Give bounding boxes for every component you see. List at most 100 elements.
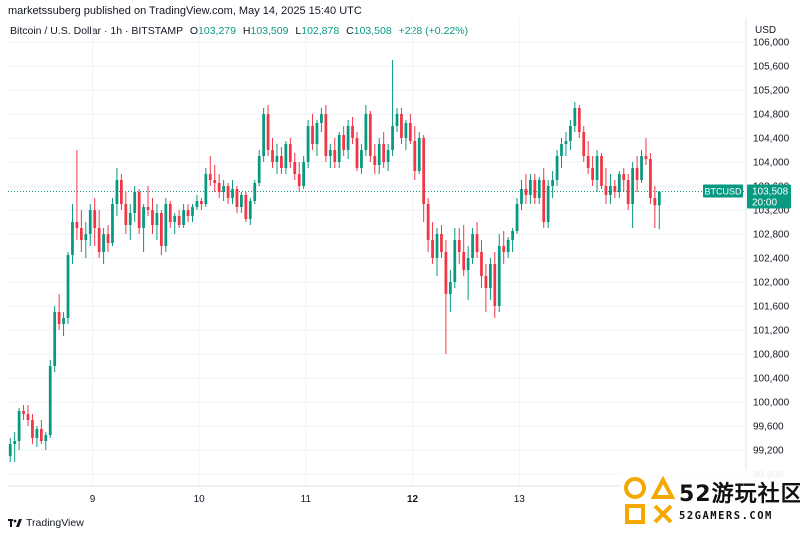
- candle: [39, 420, 43, 444]
- candle-body: [626, 180, 630, 204]
- candle-body: [151, 210, 154, 225]
- candle: [346, 120, 350, 159]
- candle-body: [111, 204, 114, 243]
- price-badge-box: [747, 184, 791, 209]
- candle: [560, 138, 563, 168]
- candle: [386, 144, 390, 171]
- candle: [333, 138, 337, 168]
- candle: [480, 240, 483, 288]
- candle-body: [124, 204, 128, 225]
- candle-body: [71, 222, 74, 255]
- candle: [284, 141, 288, 174]
- candle-body: [35, 429, 39, 438]
- candle-body: [417, 138, 421, 171]
- candle: [533, 174, 537, 204]
- watermark-title: 52游玩社区: [679, 482, 800, 507]
- candle: [168, 201, 172, 228]
- chart-legend: Bitcoin / U.S. Dollar · 1h · BITSTAMP O1…: [10, 25, 468, 37]
- candle: [351, 117, 354, 144]
- candle: [53, 306, 57, 372]
- low-label: L: [295, 25, 302, 37]
- candle-body: [444, 252, 448, 294]
- candle: [17, 408, 21, 450]
- high-value: 103,509: [250, 25, 289, 37]
- candle-body: [88, 210, 92, 234]
- candle: [404, 120, 408, 150]
- candle-body: [600, 156, 603, 186]
- close-label: C: [346, 25, 354, 37]
- candle: [586, 141, 590, 174]
- candle-body: [524, 189, 528, 195]
- price-tick-label: 101,600: [753, 302, 790, 313]
- candle: [75, 150, 79, 240]
- candle-body: [471, 234, 474, 258]
- price-chart[interactable]: 98,80099,20099,600100,000100,400100,8001…: [0, 18, 800, 535]
- price-badge-value: 103,508: [752, 187, 789, 198]
- candle-body: [440, 234, 443, 252]
- candle-body: [586, 156, 590, 168]
- candle-body: [435, 234, 439, 258]
- candle-body: [457, 240, 461, 252]
- price-tick-label: 105,600: [753, 62, 790, 73]
- price-tick-label: 104,000: [753, 158, 790, 169]
- candle: [626, 174, 630, 210]
- candle-body: [364, 114, 368, 150]
- candle-body: [320, 114, 323, 123]
- candle-body: [480, 252, 483, 276]
- candle-body: [613, 186, 617, 192]
- candle: [44, 432, 48, 450]
- candle: [573, 102, 577, 132]
- open-value: 103,279: [198, 25, 236, 37]
- candle: [293, 153, 297, 180]
- candle-body: [337, 135, 341, 162]
- candle-body: [26, 414, 30, 420]
- candle: [595, 150, 599, 192]
- candle-body: [328, 150, 332, 156]
- candle-body: [560, 144, 563, 156]
- candle: [657, 191, 661, 230]
- candle: [653, 186, 657, 228]
- candle-body: [448, 282, 452, 294]
- candle-body: [200, 201, 203, 204]
- candle-body: [382, 144, 386, 162]
- candle: [555, 150, 559, 186]
- symbol-title: Bitcoin / U.S. Dollar · 1h · BITSTAMP: [10, 25, 183, 37]
- chart-area[interactable]: 98,80099,20099,600100,000100,400100,8001…: [0, 18, 800, 535]
- low-value: 102,878: [301, 25, 340, 37]
- candle-body: [609, 186, 612, 195]
- candle: [26, 405, 30, 426]
- candle: [506, 237, 510, 258]
- candle-body: [400, 114, 403, 138]
- candle: [408, 114, 412, 144]
- candle-body: [635, 168, 639, 180]
- candle: [328, 144, 332, 168]
- time-tick-label: 9: [90, 494, 96, 505]
- price-tick-label: 104,800: [753, 110, 790, 121]
- candle: [542, 168, 546, 228]
- candle-body: [93, 210, 97, 228]
- candle-body: [253, 183, 257, 201]
- price-tick-label: 100,400: [753, 374, 790, 385]
- candle-body: [57, 312, 61, 324]
- candle-body: [75, 222, 79, 228]
- candle: [502, 231, 506, 264]
- candle-body: [533, 180, 537, 198]
- candle: [253, 180, 257, 204]
- candle: [137, 189, 141, 234]
- candle-body: [48, 366, 52, 435]
- price-tick-label: 102,000: [753, 278, 790, 289]
- candle-body: [488, 264, 492, 288]
- candle: [62, 312, 65, 336]
- price-badge-countdown: 20:00: [752, 198, 777, 209]
- candle: [275, 144, 279, 174]
- candle-body: [377, 144, 381, 165]
- candle-body: [248, 201, 252, 219]
- price-tick-label: 102,400: [753, 254, 790, 265]
- candle-body: [311, 126, 314, 144]
- candle-body: [213, 180, 217, 183]
- candle: [475, 222, 479, 258]
- candle-body: [288, 144, 292, 162]
- candle: [649, 153, 652, 204]
- time-tick-label: 11: [301, 494, 312, 505]
